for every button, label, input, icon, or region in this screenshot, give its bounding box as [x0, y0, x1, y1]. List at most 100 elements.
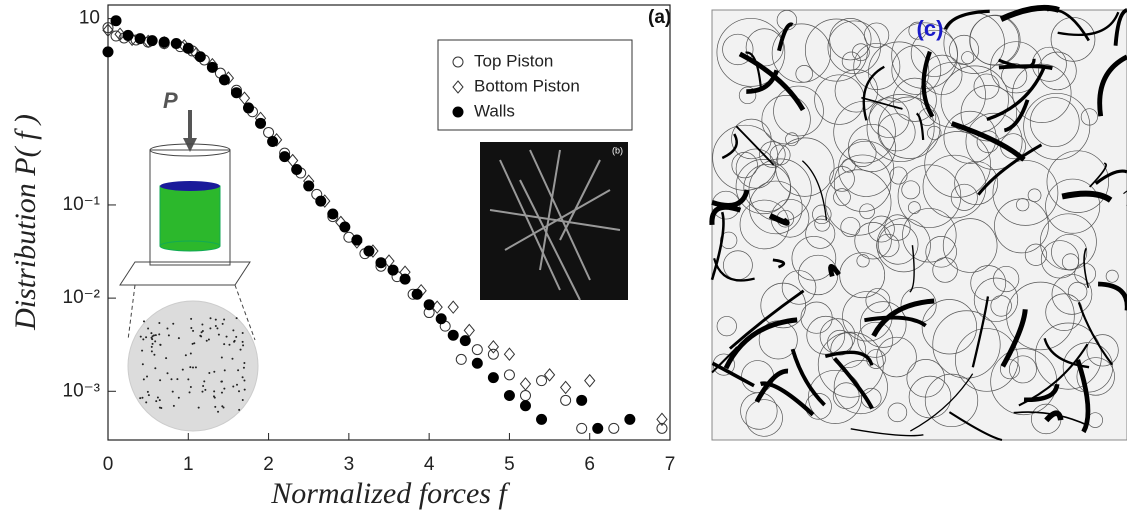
point [576, 394, 588, 406]
point [503, 369, 515, 381]
speck [216, 327, 219, 330]
grain [954, 161, 999, 205]
force-chain [1097, 54, 1127, 117]
speck [201, 323, 204, 326]
grain [847, 123, 896, 172]
force-chain [1061, 190, 1113, 203]
speck [242, 344, 245, 347]
annotation: (c) [917, 16, 944, 41]
annotation: (a) [648, 7, 671, 28]
force-chain [768, 213, 790, 226]
speck [139, 397, 142, 400]
grain [833, 188, 851, 206]
grain [993, 265, 1020, 293]
point [656, 412, 668, 427]
force-chain [711, 189, 750, 208]
speck [221, 322, 224, 325]
speck [233, 340, 236, 343]
point [519, 400, 531, 412]
point [536, 375, 548, 387]
speck [239, 348, 242, 351]
speck [194, 366, 197, 369]
force-chain [833, 356, 874, 410]
force-chain [1013, 411, 1088, 427]
force-chain [943, 9, 990, 31]
speck [205, 339, 208, 342]
x-tick-label: 1 [183, 454, 194, 475]
force-chain [728, 289, 805, 350]
grain [921, 299, 977, 355]
grain [771, 23, 831, 83]
grain [863, 22, 890, 48]
grain [760, 282, 806, 329]
speck [223, 369, 226, 372]
speck [154, 340, 157, 343]
speck [232, 385, 235, 388]
force-network-image [709, 4, 1127, 442]
point [463, 323, 475, 338]
y-tick-label: 10 [79, 8, 100, 29]
point [230, 87, 242, 99]
x-tick-label: 6 [584, 454, 595, 475]
grain [1086, 334, 1119, 367]
grain [791, 236, 837, 281]
speck [150, 332, 153, 335]
point [624, 413, 636, 425]
force-chain [1123, 190, 1127, 206]
setup-schematic [119, 110, 259, 432]
point [146, 35, 158, 47]
speck [209, 327, 212, 330]
speck [184, 354, 187, 357]
force-chain [754, 368, 789, 403]
point [487, 372, 499, 384]
grain [932, 310, 1001, 379]
force-chain [1043, 337, 1090, 369]
speck [241, 332, 244, 335]
speck [176, 378, 179, 381]
speck [181, 368, 184, 371]
speck [197, 406, 200, 409]
speck [217, 333, 220, 336]
point [110, 15, 122, 27]
grain [969, 15, 1020, 66]
force-chain [921, 50, 935, 118]
speck [222, 406, 225, 409]
speck [165, 357, 168, 360]
y-tick-label: 10⁻¹ [63, 194, 101, 215]
force-chain [759, 381, 815, 417]
force-chain [709, 204, 742, 226]
point [592, 422, 604, 434]
speck [243, 361, 246, 364]
grain [738, 86, 757, 105]
point [170, 38, 182, 50]
point [102, 22, 114, 34]
point [447, 329, 459, 341]
grain [1051, 274, 1093, 315]
grain [1009, 355, 1037, 384]
point [194, 51, 206, 63]
speck [172, 404, 175, 407]
force-chain [711, 361, 755, 388]
grain [990, 295, 1012, 317]
grain [943, 110, 997, 164]
grain [773, 85, 824, 137]
force-chain [1075, 359, 1091, 434]
speck [231, 357, 234, 360]
force-chain [713, 258, 755, 282]
point [315, 195, 327, 207]
speck [171, 390, 174, 393]
grain [1046, 150, 1109, 213]
grain [902, 208, 957, 263]
grain [877, 224, 919, 265]
grain [910, 29, 958, 77]
speck [228, 343, 231, 346]
grain [1067, 281, 1088, 302]
grain [716, 316, 737, 337]
force-chain [948, 411, 1003, 442]
point [487, 348, 499, 360]
speck [147, 394, 150, 397]
grain [925, 236, 957, 268]
force-chain [777, 22, 794, 52]
grain [949, 34, 980, 65]
speck [191, 366, 194, 369]
